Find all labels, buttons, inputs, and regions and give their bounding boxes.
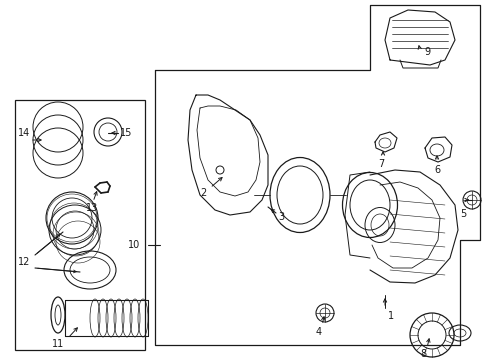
Text: 4: 4 xyxy=(315,327,322,337)
Text: 15: 15 xyxy=(120,128,132,138)
Text: 3: 3 xyxy=(278,212,284,222)
Bar xyxy=(15,100,145,350)
Text: 6: 6 xyxy=(433,165,439,175)
Text: 7: 7 xyxy=(377,159,384,169)
Text: 12: 12 xyxy=(18,257,30,267)
Text: 1: 1 xyxy=(387,311,393,321)
Text: 2: 2 xyxy=(200,188,206,198)
Text: 11: 11 xyxy=(52,339,64,349)
Text: 9: 9 xyxy=(423,47,429,57)
Text: 5: 5 xyxy=(459,209,465,219)
Text: 10: 10 xyxy=(128,240,140,250)
Text: 8: 8 xyxy=(419,349,425,359)
Text: 14: 14 xyxy=(18,128,30,138)
Text: 13: 13 xyxy=(86,203,98,213)
